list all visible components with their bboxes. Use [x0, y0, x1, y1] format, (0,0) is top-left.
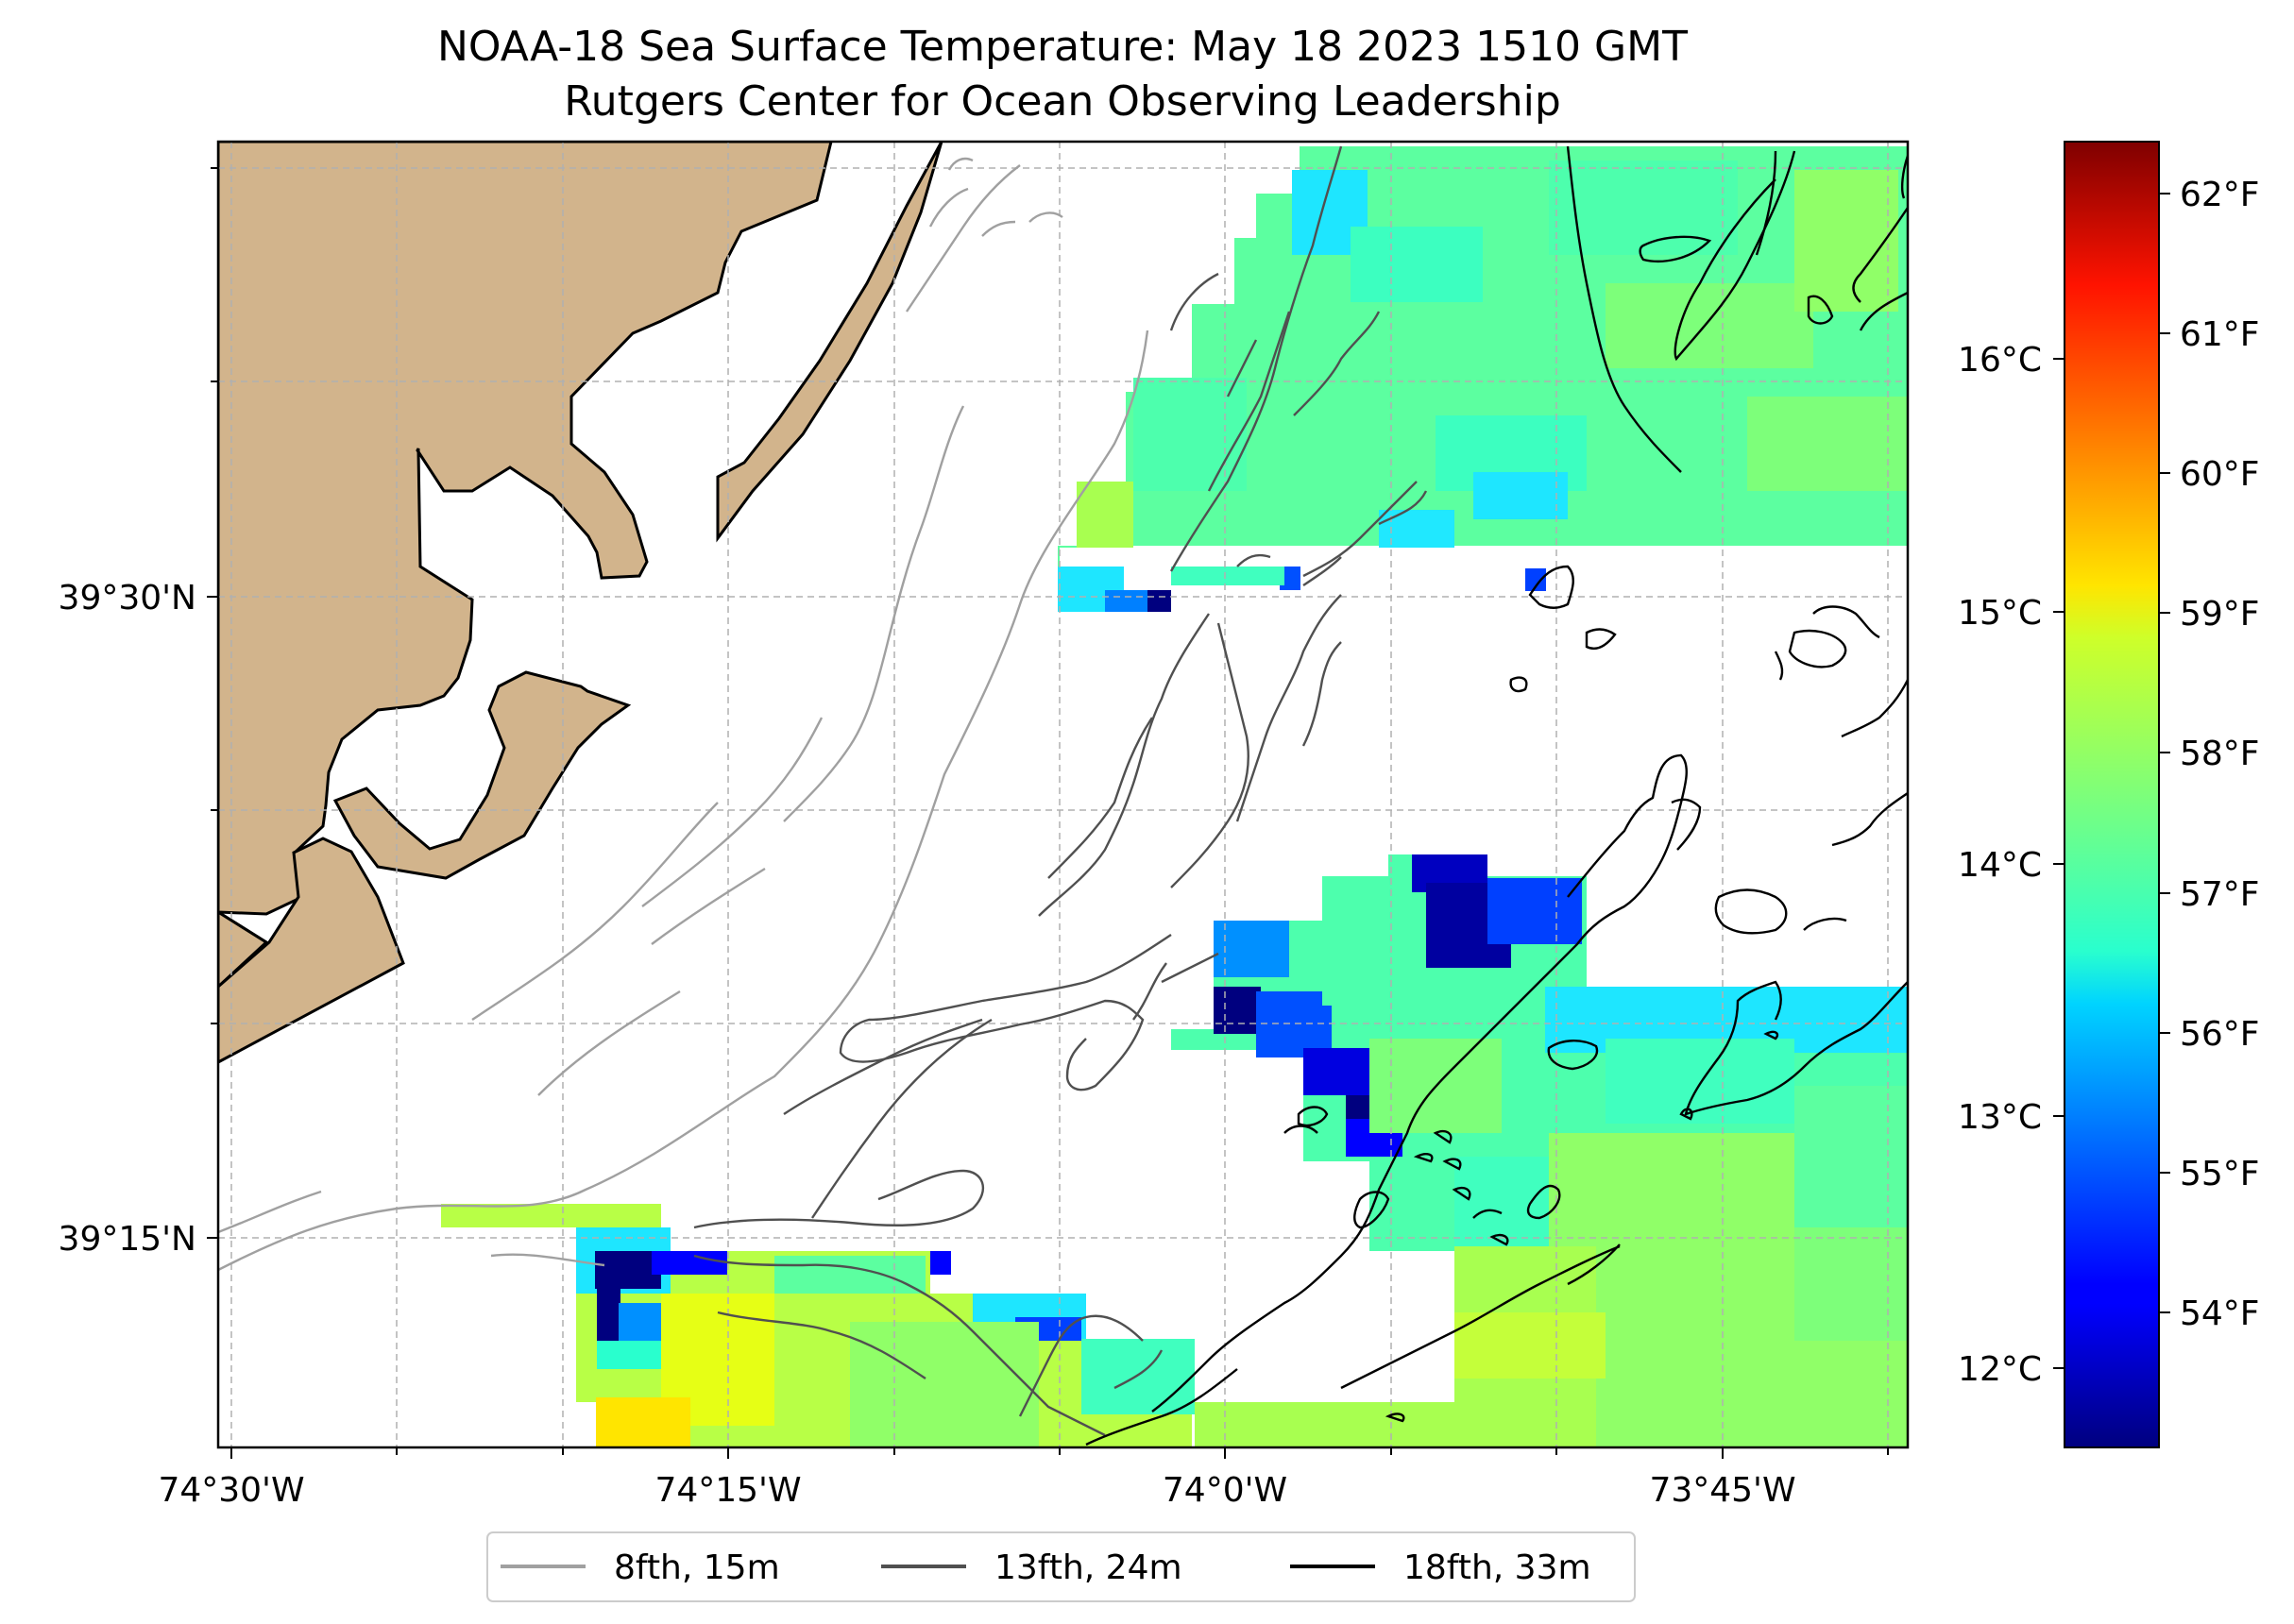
celsius-tick-label: 14°C: [1958, 846, 2042, 885]
contour-8fth: [218, 157, 1149, 1272]
fahrenheit-tick-label: 58°F: [2180, 735, 2260, 773]
lon-tick-label: 73°45'W: [1649, 1471, 1795, 1510]
lon-tick-label: 74°30'W: [158, 1471, 304, 1510]
lat-axis: [207, 167, 218, 1239]
lat-tick-label: 39°15'N: [59, 1220, 196, 1259]
fahrenheit-tick-label: 59°F: [2180, 595, 2260, 634]
title-line1: NOAA-18 Sea Surface Temperature: May 18 …: [437, 23, 1688, 71]
lat-tick-label: 39°30'N: [59, 579, 196, 617]
colorbar: 16°C 15°C 14°C 13°C 12°C 62°F 61°F 60°F …: [1958, 141, 2260, 1448]
legend-label: 8fth, 15m: [614, 1548, 780, 1587]
lon-axis: [230, 1447, 1889, 1459]
fahrenheit-tick-label: 60°F: [2180, 455, 2260, 494]
legend-label: 18fth, 33m: [1403, 1548, 1591, 1587]
gridlines: [218, 142, 1908, 1447]
fahrenheit-tick-label: 54°F: [2180, 1294, 2260, 1333]
lon-tick-label: 74°0'W: [1163, 1471, 1287, 1510]
map-area: [218, 142, 1908, 1447]
celsius-tick-label: 13°C: [1958, 1098, 2042, 1137]
fahrenheit-tick-label: 55°F: [2180, 1155, 2260, 1193]
legend-box: [486, 1531, 1636, 1602]
celsius-tick-label: 15°C: [1958, 594, 2042, 633]
sst-raster: [441, 146, 1908, 1447]
title-line2: Rutgers Center for Ocean Observing Leade…: [564, 77, 1561, 126]
contour-13fth: [693, 145, 1428, 1437]
colorbar-fahrenheit-ticks: [2159, 193, 2170, 1313]
celsius-tick-label: 12°C: [1958, 1350, 2042, 1389]
fahrenheit-tick-label: 61°F: [2180, 315, 2260, 354]
fahrenheit-tick-label: 62°F: [2180, 176, 2260, 214]
land: [218, 142, 943, 1064]
fahrenheit-tick-label: 57°F: [2180, 875, 2260, 914]
contour-18fth: [1085, 145, 1908, 1446]
colorbar-gradient: [2064, 141, 2160, 1448]
legend-label: 13fth, 24m: [994, 1548, 1182, 1587]
legend: 8fth, 15m 13fth, 24m 18fth, 33m: [486, 1531, 1636, 1602]
celsius-tick-label: 16°C: [1958, 341, 2042, 380]
lon-tick-label: 74°15'W: [654, 1471, 801, 1510]
fahrenheit-tick-label: 56°F: [2180, 1015, 2260, 1054]
map-frame: [216, 140, 1910, 1449]
colorbar-celsius-ticks: [2053, 358, 2065, 1369]
